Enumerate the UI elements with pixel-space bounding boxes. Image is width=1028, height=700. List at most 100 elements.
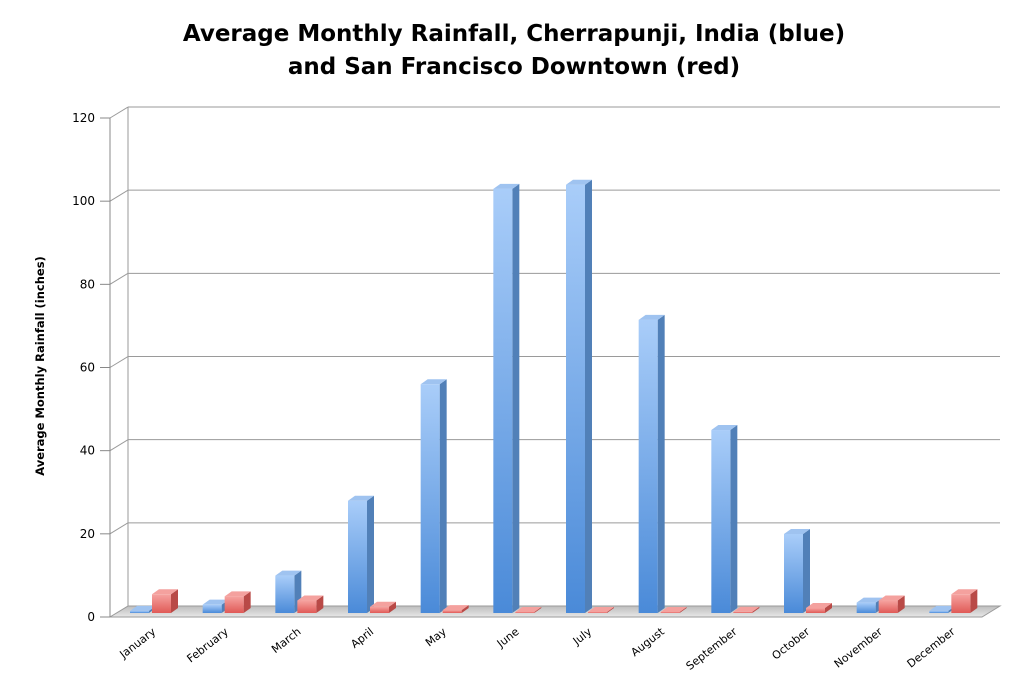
gridline-depth xyxy=(109,106,129,119)
bar-top xyxy=(297,595,324,601)
bar-top xyxy=(130,605,156,611)
bar-side xyxy=(679,607,687,613)
bar-san-francisco-august xyxy=(660,607,687,613)
bar-top xyxy=(202,599,229,605)
bar-top xyxy=(275,570,302,576)
bar-side xyxy=(825,603,832,613)
bar-front xyxy=(442,610,462,613)
x-category-label: September xyxy=(684,625,740,673)
bar-top xyxy=(856,597,883,603)
bar-front xyxy=(951,594,971,613)
bar-top xyxy=(515,607,542,612)
bar-side xyxy=(439,379,447,613)
bar-top xyxy=(784,528,810,534)
gridline-depth xyxy=(109,522,129,535)
bar-top xyxy=(152,589,178,595)
bar-cherrapunji-march xyxy=(275,570,302,613)
bar-front xyxy=(929,610,949,613)
bar-side xyxy=(897,595,905,613)
bar-cherrapunji-june xyxy=(493,183,520,613)
x-category-label: June xyxy=(494,625,522,651)
bar-front xyxy=(515,612,535,613)
bar-front xyxy=(275,575,295,613)
x-category-label: August xyxy=(629,625,668,659)
bar-front xyxy=(733,611,753,613)
bar-san-francisco-october xyxy=(806,603,832,613)
bar-front xyxy=(420,384,440,613)
bar-san-francisco-december xyxy=(951,589,978,613)
x-category-label: November xyxy=(832,625,885,671)
y-axis: 0 20 40 60 80 100 120 xyxy=(72,107,129,624)
bar-top xyxy=(929,605,956,611)
bar-front xyxy=(224,596,244,613)
bar-top xyxy=(566,179,592,185)
bar-cherrapunji-may xyxy=(420,379,447,613)
bar-front xyxy=(370,606,389,613)
bar-side xyxy=(752,606,760,613)
y-tick-label: 120 xyxy=(72,111,95,125)
bar-san-francisco-november xyxy=(878,595,905,613)
bar-top xyxy=(660,607,687,612)
bar-side xyxy=(585,179,592,614)
bar-san-francisco-april xyxy=(370,601,396,613)
y-tick-label: 80 xyxy=(80,277,95,291)
bar-top xyxy=(224,591,251,597)
bar-front xyxy=(878,600,898,613)
bars xyxy=(130,179,978,614)
bar-top xyxy=(420,379,447,385)
x-category-label: April xyxy=(348,625,376,651)
bar-side xyxy=(389,601,396,613)
bar-front xyxy=(638,319,658,613)
bar-side xyxy=(803,528,810,613)
bar-side xyxy=(534,607,542,613)
floor-plane xyxy=(108,605,1002,618)
gridline-depth xyxy=(109,272,129,285)
bar-san-francisco-june xyxy=(515,607,542,613)
gridlines xyxy=(109,106,1000,535)
bar-front xyxy=(297,600,317,613)
x-category-label: January xyxy=(117,625,159,662)
bar-top xyxy=(638,314,665,320)
y-tick-label: 40 xyxy=(80,444,95,458)
bar-front xyxy=(660,612,680,613)
bar-cherrapunji-august xyxy=(638,314,665,613)
bar-front xyxy=(152,594,171,613)
bar-cherrapunji-april xyxy=(348,495,374,613)
bar-side xyxy=(730,425,738,613)
y-tick-label: 60 xyxy=(80,361,95,375)
gridline-depth xyxy=(109,356,129,368)
bar-side xyxy=(171,589,178,613)
bar-top xyxy=(370,601,396,607)
y-axis-label: Average Monthly Rainfall (inches) xyxy=(33,256,47,476)
bar-side xyxy=(512,183,520,613)
x-category-label: February xyxy=(184,625,231,666)
x-axis-category-labels: January February March April May June July Augu… xyxy=(117,625,958,673)
y-tick-label: 0 xyxy=(87,610,95,624)
bar-side xyxy=(461,605,469,613)
bar-san-francisco-may xyxy=(442,605,469,613)
bar-cherrapunji-october xyxy=(784,528,810,613)
y-tick-label: 100 xyxy=(72,194,95,208)
bar-front xyxy=(202,604,222,613)
bar-front xyxy=(856,602,876,613)
bar-side xyxy=(316,595,324,613)
bar-top xyxy=(348,495,374,501)
bar-cherrapunji-july xyxy=(566,179,592,614)
chart-title-line-2: and San Francisco Downtown (red) xyxy=(288,54,740,80)
x-category-label: March xyxy=(269,625,303,656)
bar-san-francisco-february xyxy=(224,591,251,613)
gridline-depth xyxy=(109,189,129,202)
bar-side xyxy=(607,607,614,613)
bar-front xyxy=(588,612,607,613)
bar-top xyxy=(878,595,905,601)
bar-san-francisco-january xyxy=(152,589,178,613)
bar-front xyxy=(348,500,367,613)
bar-front xyxy=(493,188,513,613)
bar-side xyxy=(243,591,251,613)
bar-top xyxy=(806,603,832,609)
bar-top xyxy=(442,605,469,611)
bar-top xyxy=(493,183,520,189)
bar-top xyxy=(711,425,738,431)
